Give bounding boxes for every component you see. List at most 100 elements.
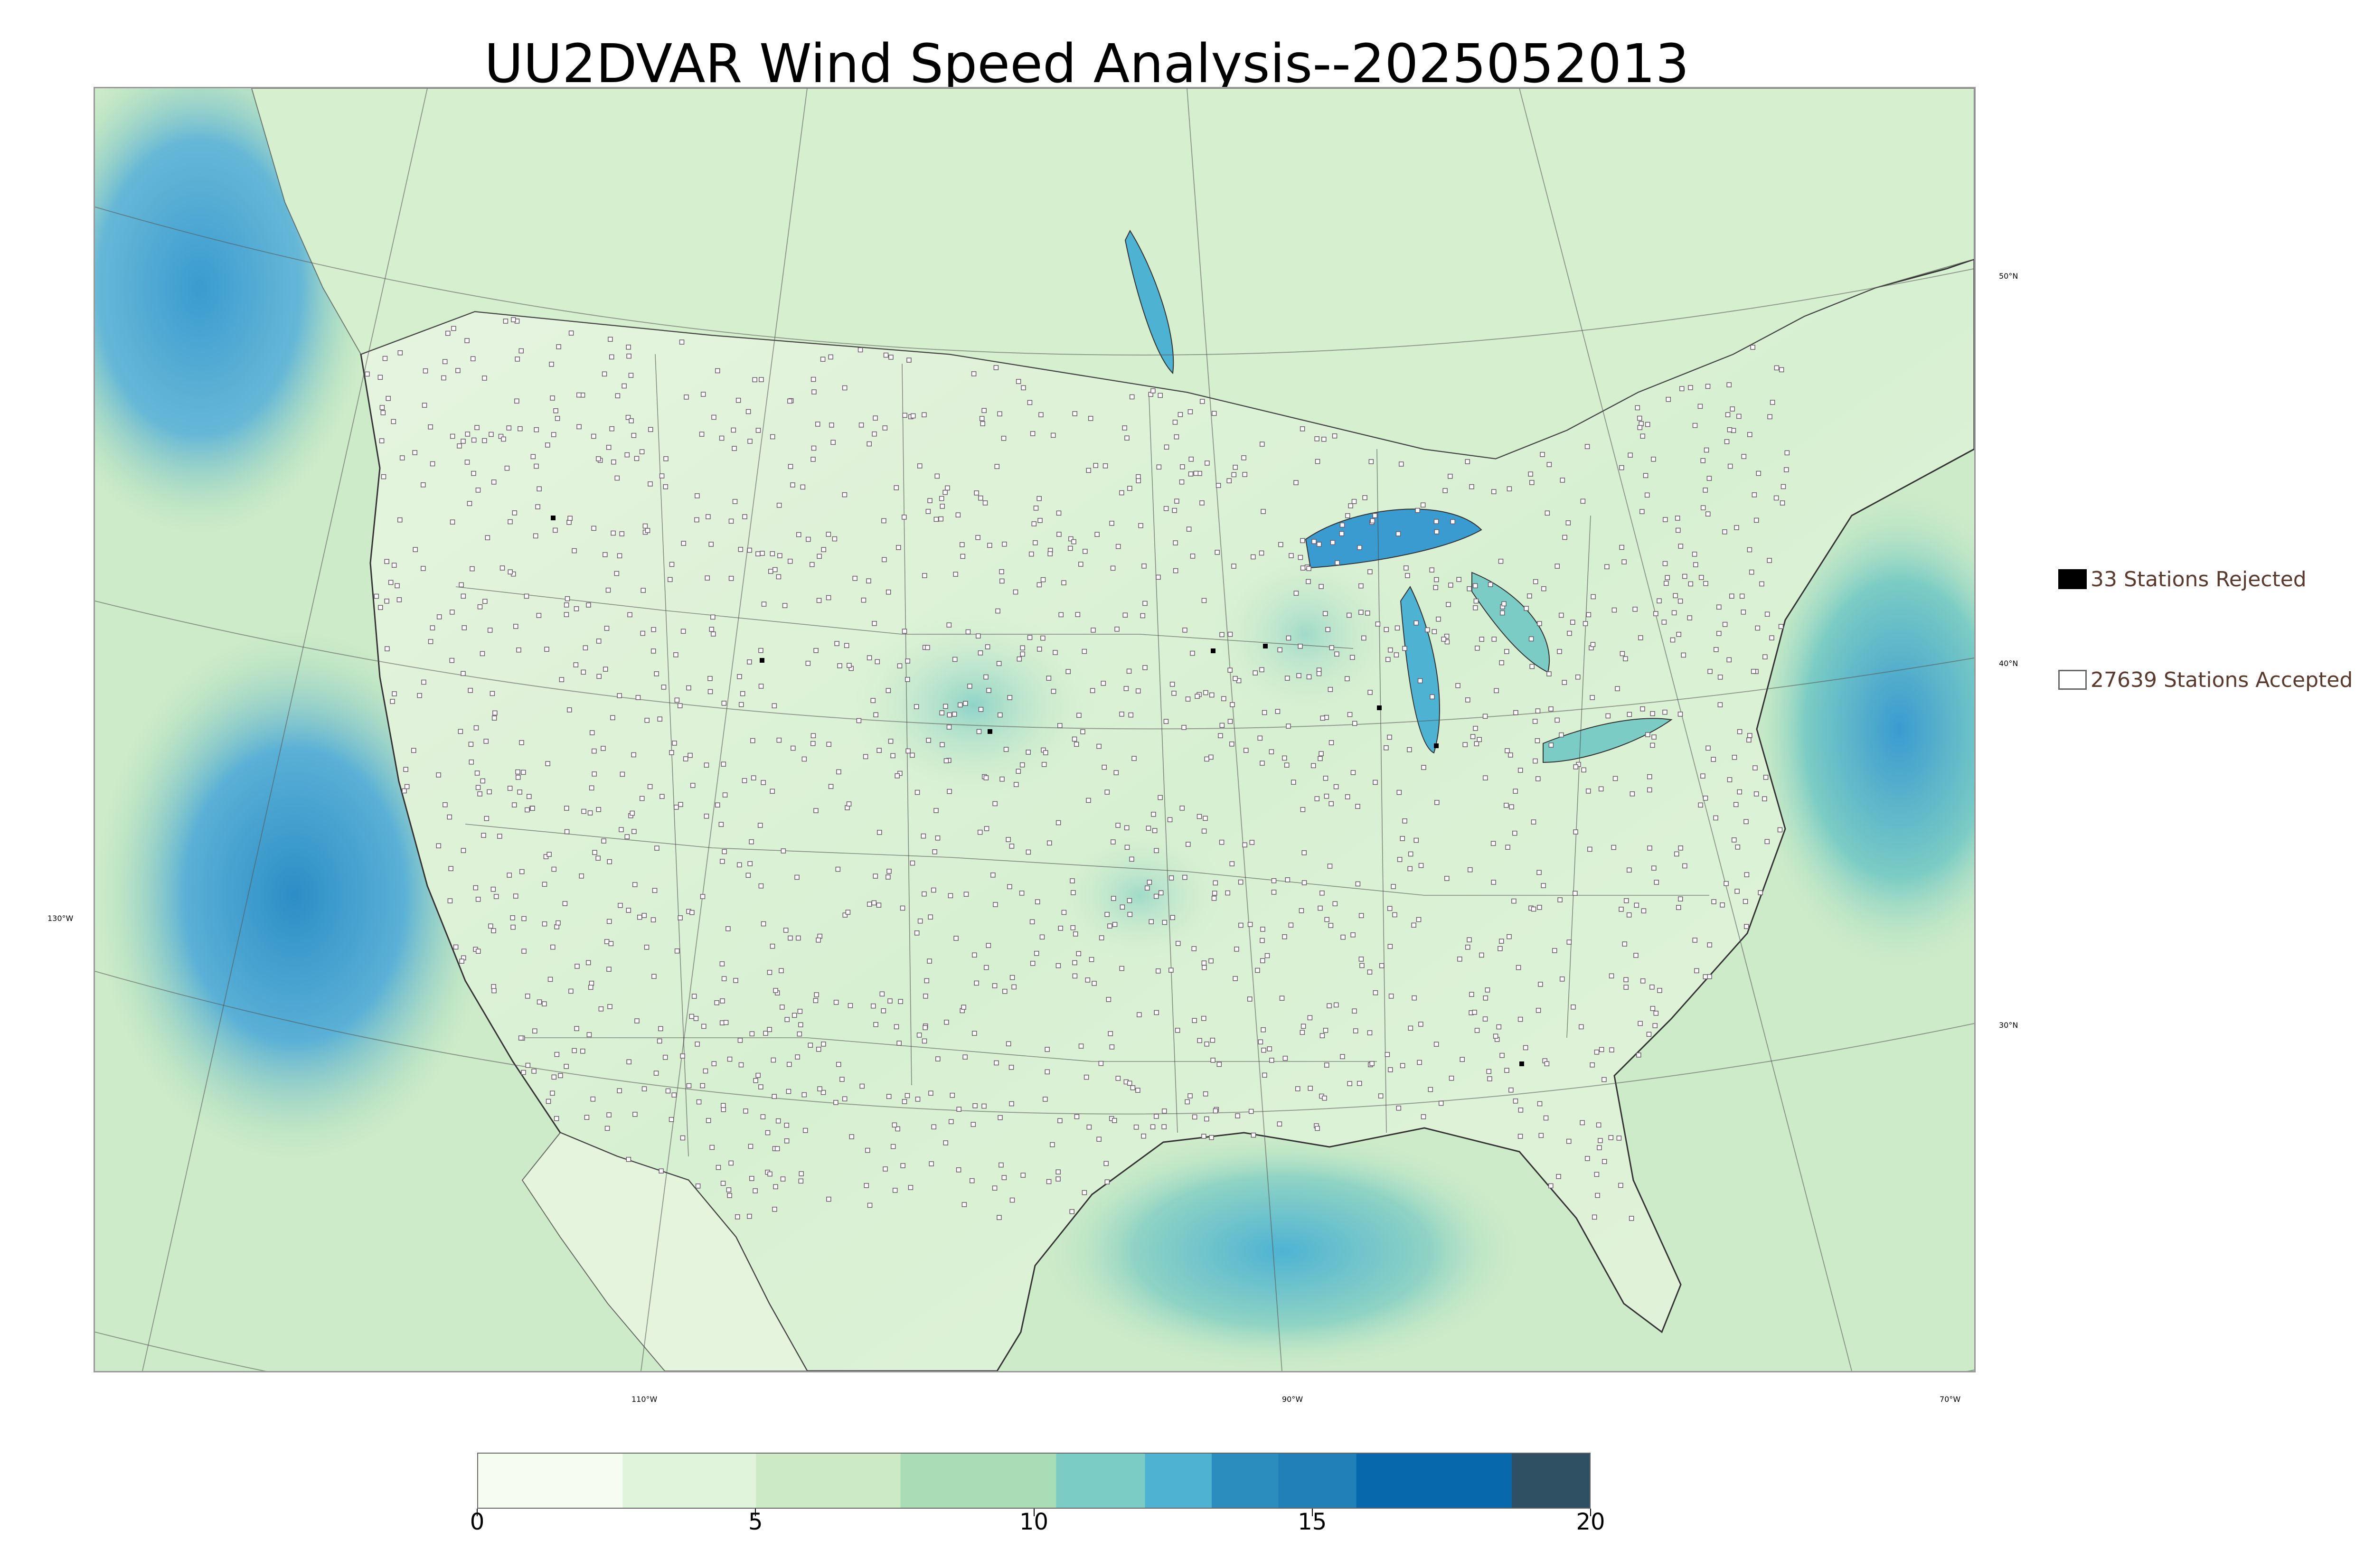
accepted-station-marker (1507, 486, 1512, 491)
accepted-station-marker (1651, 734, 1657, 740)
accepted-station-marker (1006, 837, 1011, 842)
accepted-station-marker (1378, 1093, 1384, 1099)
accepted-station-marker (592, 850, 597, 855)
accepted-station-marker (1752, 765, 1758, 770)
lake-winnipeg (1124, 229, 1174, 375)
accepted-station-marker (641, 913, 647, 918)
accepted-station-marker (695, 1042, 700, 1047)
accepted-station-marker (917, 918, 923, 924)
accepted-station-marker (512, 802, 517, 807)
accepted-station-marker (518, 348, 524, 354)
accepted-station-marker (490, 691, 495, 696)
accepted-station-marker (987, 543, 992, 548)
accepted-station-marker (590, 1096, 596, 1102)
accepted-station-marker (1692, 552, 1697, 557)
accepted-station-marker (974, 490, 979, 496)
accepted-station-marker (1318, 905, 1323, 911)
accepted-station-marker (1388, 647, 1393, 653)
accepted-station-marker (610, 715, 615, 721)
accepted-station-marker (810, 376, 816, 382)
accepted-station-marker (689, 1014, 695, 1019)
accepted-station-marker (1493, 1033, 1498, 1039)
accepted-station-marker (1562, 680, 1567, 685)
accepted-station-marker (1429, 567, 1434, 573)
accepted-station-marker (835, 866, 841, 872)
accepted-station-marker (1347, 712, 1353, 717)
accepted-station-marker (749, 1031, 755, 1036)
accepted-station-marker (1566, 939, 1572, 945)
accepted-station-marker (1036, 496, 1042, 501)
accepted-station-marker (1469, 484, 1474, 489)
accepted-station-marker (900, 1163, 905, 1168)
accepted-station-marker (1513, 710, 1518, 715)
accepted-station-marker (507, 873, 512, 878)
accepted-station-marker (1450, 519, 1456, 525)
accepted-station-marker (1662, 709, 1667, 715)
accepted-station-marker (1739, 593, 1745, 599)
accepted-station-marker (704, 813, 709, 819)
accepted-station-marker (935, 1056, 941, 1061)
accepted-station-marker (725, 926, 731, 931)
accepted-station-marker (699, 432, 705, 437)
accepted-station-marker (1645, 732, 1650, 737)
accepted-station-marker (1498, 946, 1503, 951)
accepted-station-marker (833, 1100, 838, 1105)
accepted-station-marker (1396, 1105, 1402, 1111)
accepted-station-marker (1151, 812, 1156, 817)
accepted-station-marker (1735, 844, 1741, 850)
accepted-station-marker (1161, 1124, 1167, 1129)
accepted-station-marker (732, 446, 737, 451)
accepted-station-marker (1470, 734, 1476, 739)
accepted-station-marker (1282, 934, 1287, 939)
accepted-station-marker (469, 759, 474, 765)
accepted-station-marker (1670, 637, 1676, 643)
accepted-station-marker (1636, 1052, 1641, 1058)
accepted-station-marker (1332, 901, 1338, 906)
accepted-station-marker (1072, 973, 1078, 979)
accepted-station-marker (1533, 579, 1538, 584)
accepted-station-marker (1444, 876, 1450, 881)
accepted-station-marker (1640, 978, 1646, 984)
accepted-station-marker (1479, 637, 1484, 642)
rejected-station-marker (760, 658, 764, 663)
accepted-station-marker (521, 770, 526, 775)
accepted-station-marker (365, 371, 370, 377)
accepted-station-marker (1163, 506, 1169, 511)
accepted-station-marker (1640, 433, 1646, 439)
accepted-station-marker (700, 894, 706, 899)
accepted-station-marker (910, 752, 915, 758)
accepted-station-marker (1070, 925, 1076, 930)
accepted-station-marker (925, 645, 930, 650)
accepted-station-marker (1602, 1077, 1607, 1082)
accepted-station-marker (551, 1074, 557, 1080)
accepted-station-marker (1027, 400, 1033, 405)
accepted-station-marker (886, 874, 891, 880)
accepted-station-marker (1353, 1028, 1358, 1033)
accepted-station-marker (1352, 1008, 1357, 1014)
accepted-station-marker (815, 422, 820, 427)
accepted-station-marker (808, 1042, 813, 1048)
accepted-station-marker (1234, 947, 1239, 952)
accepted-station-marker (1156, 968, 1161, 974)
accepted-station-marker (775, 1118, 781, 1124)
accepted-station-marker (1621, 559, 1627, 564)
accepted-station-marker (471, 470, 476, 476)
accepted-station-marker (1129, 394, 1135, 400)
accepted-station-marker (1446, 602, 1451, 607)
accepted-station-marker (842, 492, 848, 498)
accepted-station-marker (1193, 470, 1199, 476)
accepted-station-marker (975, 535, 980, 540)
mexico-landmass (521, 1132, 808, 1371)
accepted-station-marker (953, 572, 958, 577)
accepted-station-marker (743, 1108, 748, 1114)
accepted-station-marker (1513, 789, 1518, 794)
accepted-station-marker (1209, 692, 1215, 698)
accepted-station-marker (1365, 610, 1370, 616)
accepted-station-marker (947, 712, 952, 718)
accepted-station-marker (848, 1003, 853, 1008)
rejected-label: 33 Stations Rejected (2091, 567, 2307, 592)
accepted-station-marker (797, 1031, 802, 1037)
accepted-station-marker (1479, 952, 1484, 958)
accepted-station-marker (521, 1070, 526, 1075)
accepted-station-marker (1746, 737, 1752, 743)
